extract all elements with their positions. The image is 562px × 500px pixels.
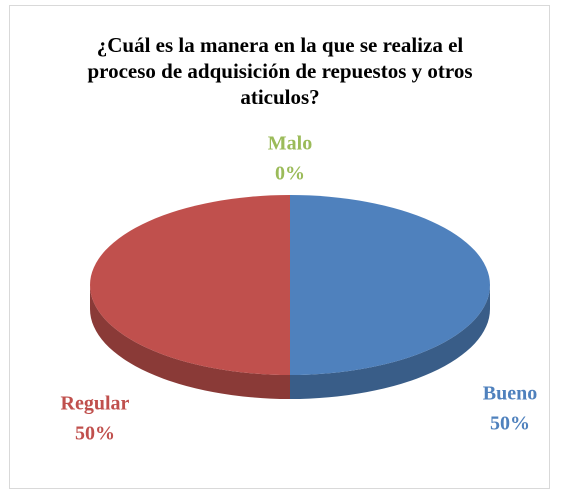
slice-category-label: Regular	[61, 393, 130, 415]
pie-slice	[290, 195, 490, 375]
chart-title: ¿Cuál es la manera en la que se realiza …	[87, 33, 473, 109]
chart-frame	[9, 5, 550, 489]
slice-value-label: 0%	[275, 163, 305, 185]
pie-side	[290, 285, 490, 399]
slice-value-label: 50%	[75, 423, 115, 445]
slice-value-label: 50%	[490, 413, 530, 435]
slice-category-label: Bueno	[483, 383, 537, 405]
pie-slice	[90, 195, 290, 375]
slice-category-label: Malo	[268, 133, 312, 155]
pie-side	[90, 285, 290, 399]
